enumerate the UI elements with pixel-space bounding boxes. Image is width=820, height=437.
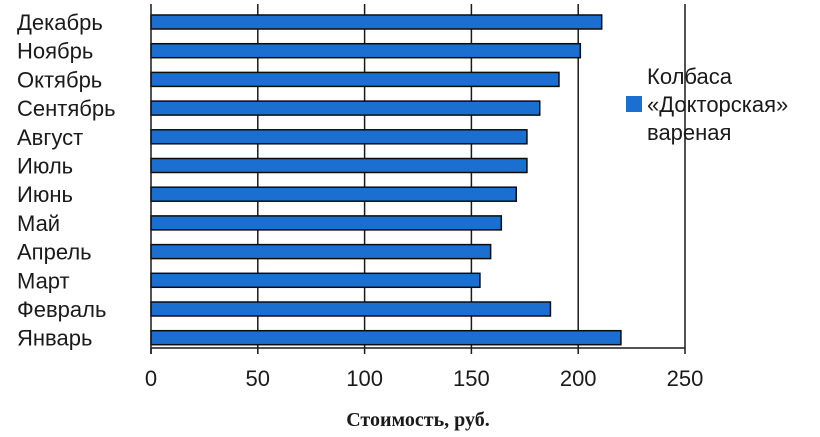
bar-5 [150,157,528,174]
legend-label-line-1: Колбаса [647,64,733,89]
bars-group [150,14,622,346]
x-axis: 0 50 100 150 200 250 [145,4,703,391]
category-label-9: Март [17,268,70,293]
category-label-0: Декабрь [17,10,103,35]
legend-label-line-2: «Докторская» [647,92,788,117]
legend-label: Колбаса «Докторская» вареная [647,64,794,145]
x-tick-label-50: 50 [246,366,270,391]
legend-label-line-3: вареная [647,120,731,145]
bar-1 [150,42,582,59]
grid-lines [257,4,686,348]
bar-10 [150,301,552,317]
category-labels: Декабрь Ноябрь Октябрь Сентябрь Август Июль Ию… [17,10,116,351]
bar-6 [150,186,518,202]
bar-2 [150,71,560,88]
legend: Колбаса «Докторская» вареная [626,64,794,145]
x-tick-label-0: 0 [145,366,157,391]
bar-3 [150,100,541,116]
category-label-7: Май [17,211,60,236]
category-label-8: Апрель [17,240,92,265]
bar-11 [150,329,622,346]
category-label-1: Ноябрь [17,39,93,64]
x-tick-label-150: 150 [453,366,490,391]
x-tick-label-200: 200 [560,366,597,391]
x-tick-label-100: 100 [346,366,383,391]
category-label-4: Август [17,125,83,150]
bar-4 [150,129,528,145]
bar-0 [150,14,603,30]
bar-7 [150,215,503,231]
category-label-6: Июнь [17,182,73,207]
category-label-2: Октябрь [17,67,102,92]
category-label-5: Июль [17,154,73,179]
category-label-10: Февраль [17,297,106,322]
x-axis-title: Стоимость, руб. [346,409,490,431]
category-label-3: Сентябрь [17,96,116,121]
legend-swatch [626,96,642,112]
bar-8 [150,243,492,260]
bar-9 [150,272,481,289]
x-tick-label-250: 250 [667,366,704,391]
category-label-11: Январь [17,326,92,351]
